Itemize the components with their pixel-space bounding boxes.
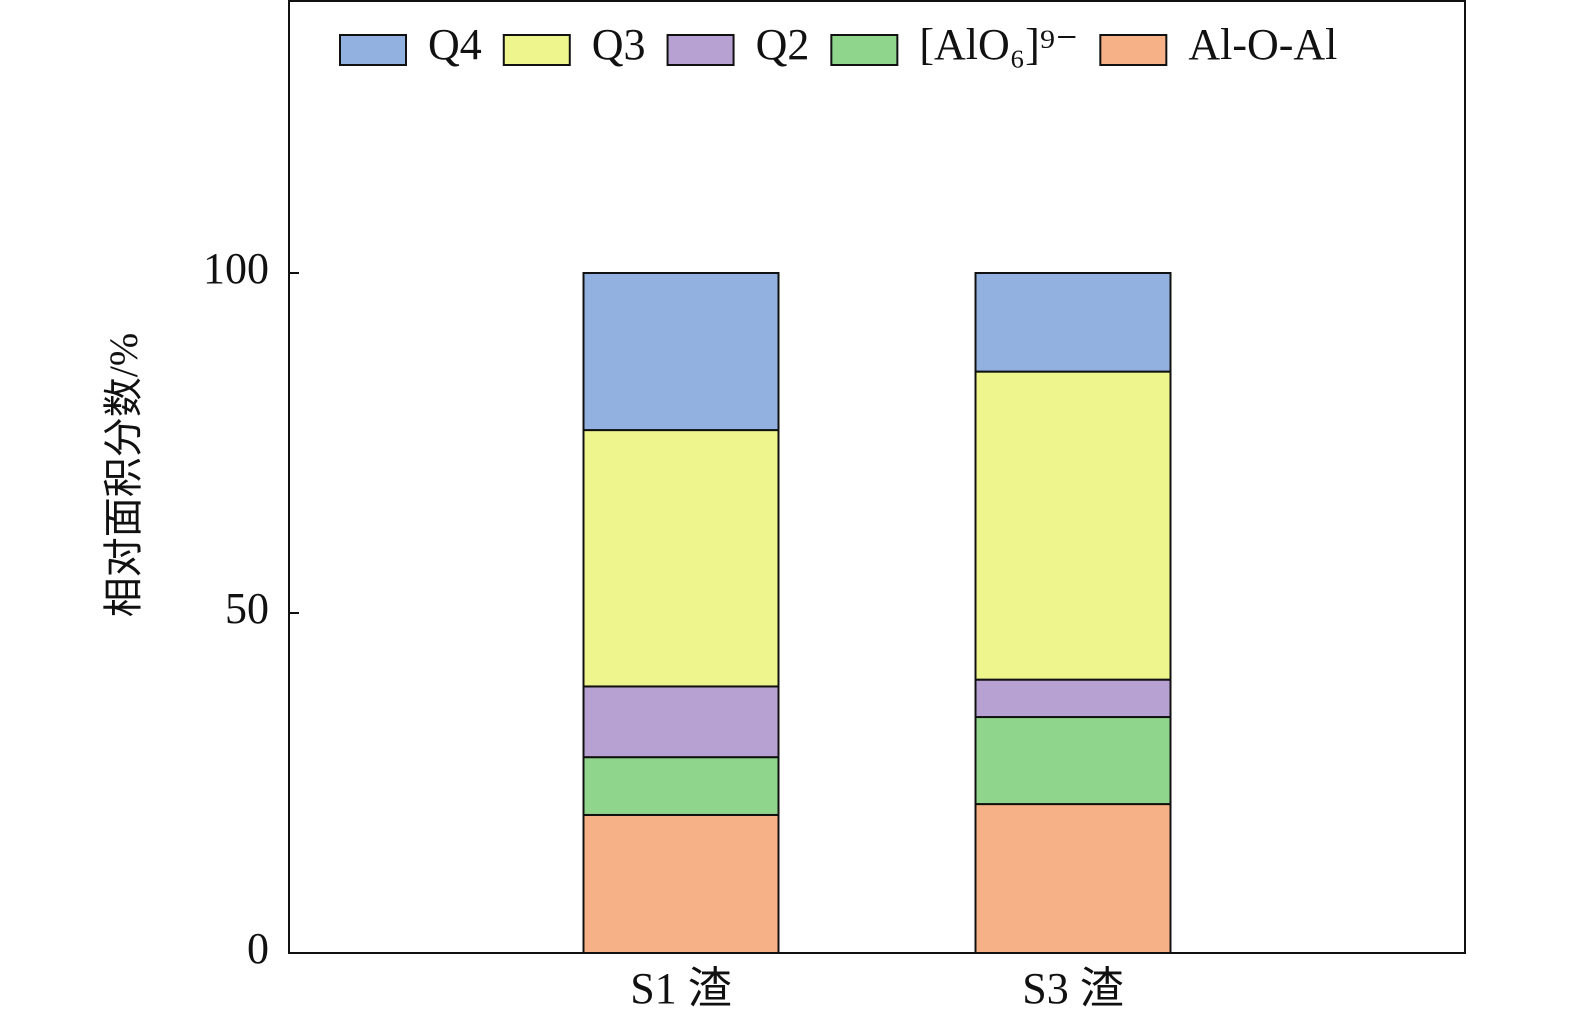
legend-swatch xyxy=(1099,34,1168,66)
legend-label: Q3 xyxy=(592,20,646,69)
legend-label: [AlO₆]⁹⁻ xyxy=(919,20,1078,69)
y-tick-label: 0 xyxy=(247,924,269,973)
legend-label: Q2 xyxy=(756,20,810,69)
bar-segment xyxy=(582,429,780,688)
legend-swatch xyxy=(339,34,407,66)
y-tick-label: 100 xyxy=(203,244,269,293)
bar-segment xyxy=(582,756,780,816)
legend-swatch xyxy=(666,34,735,66)
y-tick-label: 50 xyxy=(225,584,269,633)
x-tick-label: S3 渣 xyxy=(1022,964,1123,1013)
bar-segment xyxy=(974,803,1172,955)
legend-label: Q4 xyxy=(428,20,482,69)
x-tick-label: S1 渣 xyxy=(630,964,731,1013)
bar-segment xyxy=(582,685,780,759)
plot-frame xyxy=(288,0,1466,954)
bar-segment xyxy=(974,272,1172,373)
bar-segment xyxy=(974,370,1172,681)
bar-segment xyxy=(974,716,1172,806)
bar-segment xyxy=(974,678,1172,719)
y-axis-label: 相对面积分数/% xyxy=(101,333,146,617)
bar-segment xyxy=(582,272,780,432)
legend-swatch xyxy=(502,34,571,66)
legend-swatch xyxy=(830,34,899,66)
bar-segment xyxy=(582,813,780,955)
legend-label: Al-O-Al xyxy=(1188,20,1337,69)
